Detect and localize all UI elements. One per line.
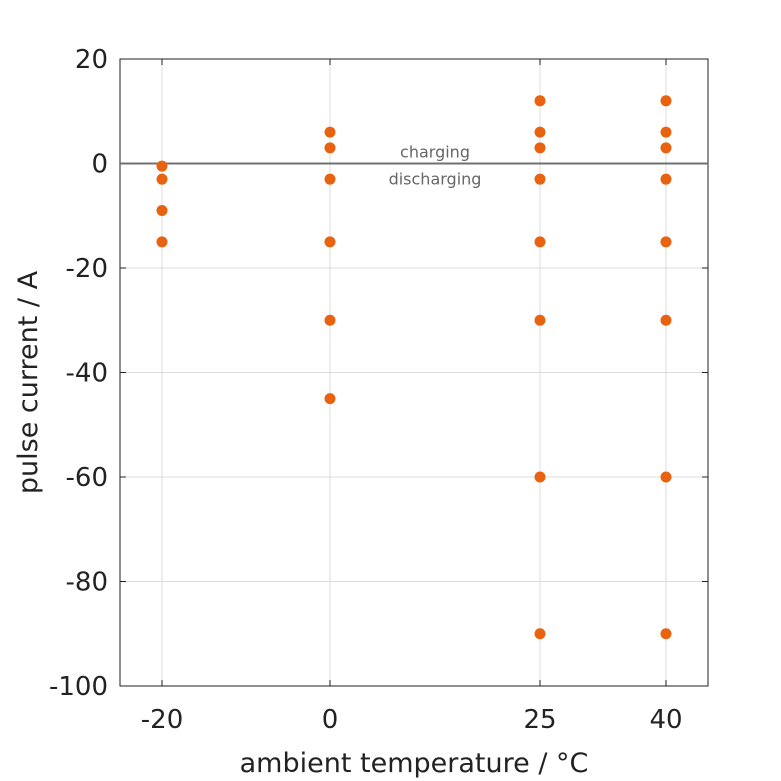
data-point (324, 314, 336, 326)
y-tick-label: 0 (91, 150, 108, 180)
data-point (660, 95, 672, 107)
data-point (660, 126, 672, 138)
x-tick-label: 25 (523, 705, 556, 735)
data-point (660, 628, 672, 640)
x-axis-title: ambient temperature / °C (240, 748, 589, 779)
y-tick-label: -80 (66, 568, 108, 598)
y-axis-title: pulse current / A (13, 270, 44, 494)
data-point (660, 142, 672, 154)
data-points (156, 95, 672, 640)
data-point (324, 126, 336, 138)
data-point (156, 205, 168, 217)
data-point (534, 95, 546, 107)
y-tick-label: 20 (75, 45, 108, 75)
x-tick-label: -20 (141, 705, 183, 735)
data-point (156, 160, 168, 172)
y-tick-label: -20 (66, 254, 108, 284)
charging-label: charging (400, 143, 470, 162)
data-point (534, 628, 546, 640)
y-tick-label: -100 (49, 672, 108, 702)
data-point (534, 142, 546, 154)
data-point (660, 173, 672, 185)
data-point (660, 314, 672, 326)
data-point (534, 471, 546, 483)
discharging-label: discharging (389, 170, 482, 189)
x-tick-labels: -20 0 25 40 (141, 705, 683, 735)
data-point (324, 173, 336, 185)
data-point (324, 393, 336, 405)
data-point (534, 314, 546, 326)
y-tick-label: -60 (66, 463, 108, 493)
data-point (534, 173, 546, 185)
y-tick-label: -40 (66, 359, 108, 389)
data-point (156, 173, 168, 185)
y-tick-labels: 20 0 -20 -40 -60 -80 -100 (49, 45, 108, 702)
data-point (660, 236, 672, 248)
data-point (324, 142, 336, 154)
data-point (324, 236, 336, 248)
data-point (156, 236, 168, 248)
data-point (534, 126, 546, 138)
x-tick-label: 40 (649, 705, 682, 735)
data-point (534, 236, 546, 248)
x-tick-label: 0 (322, 705, 339, 735)
data-point (660, 471, 672, 483)
